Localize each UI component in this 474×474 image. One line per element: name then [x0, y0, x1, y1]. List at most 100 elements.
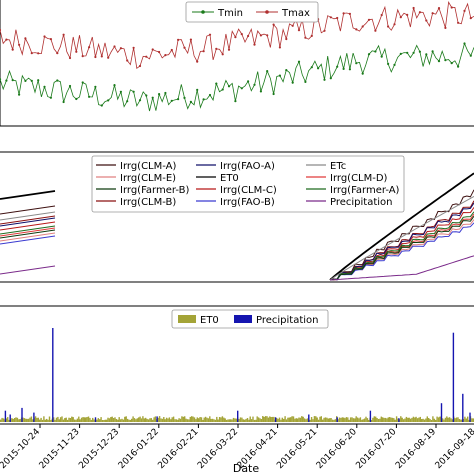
left-fragment-irrgclm-c — [0, 221, 56, 231]
bar-et0 — [68, 417, 70, 422]
bar-et0 — [193, 417, 196, 422]
bar-et0 — [365, 416, 367, 422]
point-tmax — [24, 37, 27, 40]
point-tmin — [406, 51, 409, 54]
bar-et0 — [23, 418, 26, 422]
point-tmin — [387, 62, 390, 65]
bar-et0 — [422, 418, 424, 422]
point-tmax — [355, 28, 358, 31]
point-tmax — [291, 24, 294, 27]
x-tick-label: 2015-10-24 — [0, 427, 42, 471]
bar-et0 — [337, 419, 339, 422]
point-tmax — [297, 29, 301, 32]
bar-et0 — [135, 419, 137, 422]
bar-et0 — [239, 417, 242, 422]
point-tmax — [304, 36, 307, 39]
bar-et0 — [71, 416, 73, 422]
bar-et0 — [382, 417, 384, 422]
x-axis-label: Date — [233, 462, 260, 474]
point-tmax — [285, 37, 288, 41]
series-line-irrgfarmer-a — [329, 211, 474, 281]
bar-et0 — [426, 416, 428, 422]
point-tmin — [221, 88, 224, 91]
bar-et0 — [125, 416, 127, 422]
temperature-lines — [0, 0, 474, 112]
point-tmin — [234, 100, 237, 103]
point-tmin — [30, 79, 33, 82]
point-tmax — [431, 12, 434, 15]
bar-et0 — [257, 417, 260, 422]
point-tmax — [437, 7, 441, 10]
point-tmin — [113, 84, 116, 87]
bar-et0 — [294, 418, 296, 422]
bar-et0 — [460, 419, 462, 422]
bar-et0 — [468, 419, 470, 422]
bar-et0 — [96, 419, 98, 422]
point-tmax — [132, 46, 135, 49]
bar-et0 — [330, 418, 332, 422]
point-tmin — [215, 82, 218, 85]
point-tmax — [126, 59, 129, 62]
bar-et0 — [280, 419, 282, 422]
x-tick-label: 2016-02-21 — [156, 427, 200, 471]
point-tmin — [177, 98, 180, 101]
bar-et0 — [18, 419, 20, 422]
point-tmax — [342, 12, 345, 15]
panel-temperature-frame — [0, 0, 474, 127]
bar-et0 — [177, 419, 179, 422]
bar-et0 — [36, 417, 38, 422]
point-tmax — [247, 34, 250, 38]
bar-et0 — [418, 417, 420, 422]
point-tmin — [259, 90, 262, 93]
legend-label-precipitation: Precipitation — [330, 197, 393, 208]
x-tick-label: 2015-12-23 — [77, 427, 121, 471]
bar-et0 — [131, 418, 133, 422]
left-fragment-irrgclm-e — [0, 232, 56, 242]
bar-et0 — [184, 416, 186, 422]
legend-label-irrgclm-d: Irrg(CLM-D) — [330, 173, 388, 184]
bar-precipitation — [452, 332, 455, 422]
bar-et0 — [260, 419, 263, 422]
x-tick-label: 2016-08-19 — [394, 427, 438, 471]
bar-et0 — [170, 419, 172, 422]
point-tmax — [444, 26, 447, 29]
bar-et0 — [43, 416, 45, 422]
bar-et0 — [407, 417, 409, 422]
bar-et0 — [199, 417, 201, 422]
point-tmax — [43, 35, 46, 38]
bar-et0 — [54, 419, 56, 422]
bar-et0 — [436, 416, 438, 422]
point-tmax — [272, 23, 275, 26]
point-tmax — [208, 33, 212, 36]
bar-et0 — [108, 418, 111, 422]
bar-et0 — [317, 419, 320, 422]
bar-et0 — [383, 417, 385, 422]
bar-et0 — [303, 418, 306, 422]
bar-et0 — [362, 419, 364, 422]
bar-et0 — [305, 419, 307, 422]
point-tmin — [202, 98, 205, 101]
bar-et0 — [111, 416, 113, 422]
point-tmin — [227, 85, 231, 88]
point-tmin — [164, 91, 167, 95]
bar-et0 — [273, 416, 275, 422]
bar-et0 — [55, 417, 58, 422]
point-tmin — [100, 104, 103, 107]
point-tmax — [107, 56, 110, 59]
point-tmin — [399, 52, 402, 56]
point-tmax — [361, 25, 364, 28]
bar-et0 — [425, 418, 427, 422]
bar-precipitation — [398, 418, 400, 422]
point-tmin — [463, 42, 466, 45]
bar-et0 — [455, 417, 458, 422]
point-tmin — [431, 50, 434, 53]
bar-precipitation — [94, 417, 97, 422]
point-tmax — [183, 46, 186, 49]
point-tmax — [202, 50, 205, 53]
bar-et0 — [454, 418, 456, 422]
point-tmin — [158, 93, 161, 96]
left-fragment-irrgfarmer-b — [0, 229, 56, 239]
bar-precipitation — [237, 410, 239, 422]
bar-et0 — [85, 417, 87, 422]
